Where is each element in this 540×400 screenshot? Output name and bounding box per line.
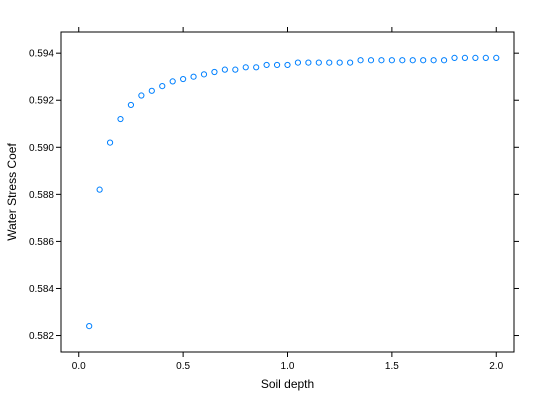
data-point <box>461 54 469 61</box>
data-point <box>388 57 395 64</box>
data-point <box>294 59 302 66</box>
data-point <box>430 57 437 64</box>
data-point <box>190 73 197 80</box>
y-tick-label: 0.590 <box>29 143 54 154</box>
data-point <box>451 54 458 61</box>
y-tick-label: 0.586 <box>29 237 54 248</box>
data-point <box>493 54 500 61</box>
y-tick-label: 0.594 <box>29 49 54 60</box>
data-point <box>273 61 281 69</box>
data-point <box>367 57 375 64</box>
data-point <box>420 57 427 64</box>
x-tick-label: 0.0 <box>72 361 86 372</box>
data-point <box>315 59 322 66</box>
y-axis-title: Water Stress Coef <box>5 143 19 241</box>
data-point <box>263 61 270 69</box>
data-point <box>336 59 343 66</box>
data-point <box>357 57 364 64</box>
data-point <box>305 59 312 66</box>
x-axis: 0.0 0.5 1.0 1.5 2.0 <box>72 27 504 372</box>
data-point <box>440 57 448 64</box>
data-point <box>106 139 114 146</box>
data-point <box>138 92 145 99</box>
plot-panel <box>60 31 515 353</box>
y-tick-label: 0.588 <box>29 190 54 201</box>
data-point <box>127 101 135 109</box>
y-tick-label: 0.584 <box>29 284 54 295</box>
x-tick-label: 1.5 <box>385 361 399 372</box>
x-tick-label: 0.5 <box>176 361 190 372</box>
data-point <box>242 64 249 71</box>
data-point <box>378 57 385 64</box>
data-point <box>232 66 239 73</box>
y-tick-label: 0.582 <box>29 331 54 342</box>
data-point <box>96 186 103 193</box>
data-point <box>399 57 406 64</box>
data-point <box>347 59 354 66</box>
data-point <box>253 64 260 71</box>
data-point <box>284 61 291 69</box>
data-point <box>409 57 416 64</box>
data-point <box>180 75 187 83</box>
data-point <box>211 68 218 76</box>
y-axis: 0.582 0.584 0.586 0.588 0.590 0.592 0.594 <box>29 49 519 342</box>
data-points <box>86 54 500 330</box>
x-tick-label: 2.0 <box>489 361 503 372</box>
data-point <box>169 78 176 85</box>
data-point <box>159 83 166 90</box>
data-point <box>148 87 155 94</box>
x-axis-title: Soil depth <box>261 377 314 391</box>
x-tick-label: 1.0 <box>281 361 295 372</box>
data-point <box>472 54 479 61</box>
data-point <box>221 66 228 73</box>
data-point <box>200 71 208 78</box>
data-point <box>117 115 124 123</box>
y-tick-label: 0.592 <box>29 96 54 107</box>
data-point <box>482 54 489 61</box>
data-point <box>326 59 333 66</box>
data-point <box>86 323 93 330</box>
